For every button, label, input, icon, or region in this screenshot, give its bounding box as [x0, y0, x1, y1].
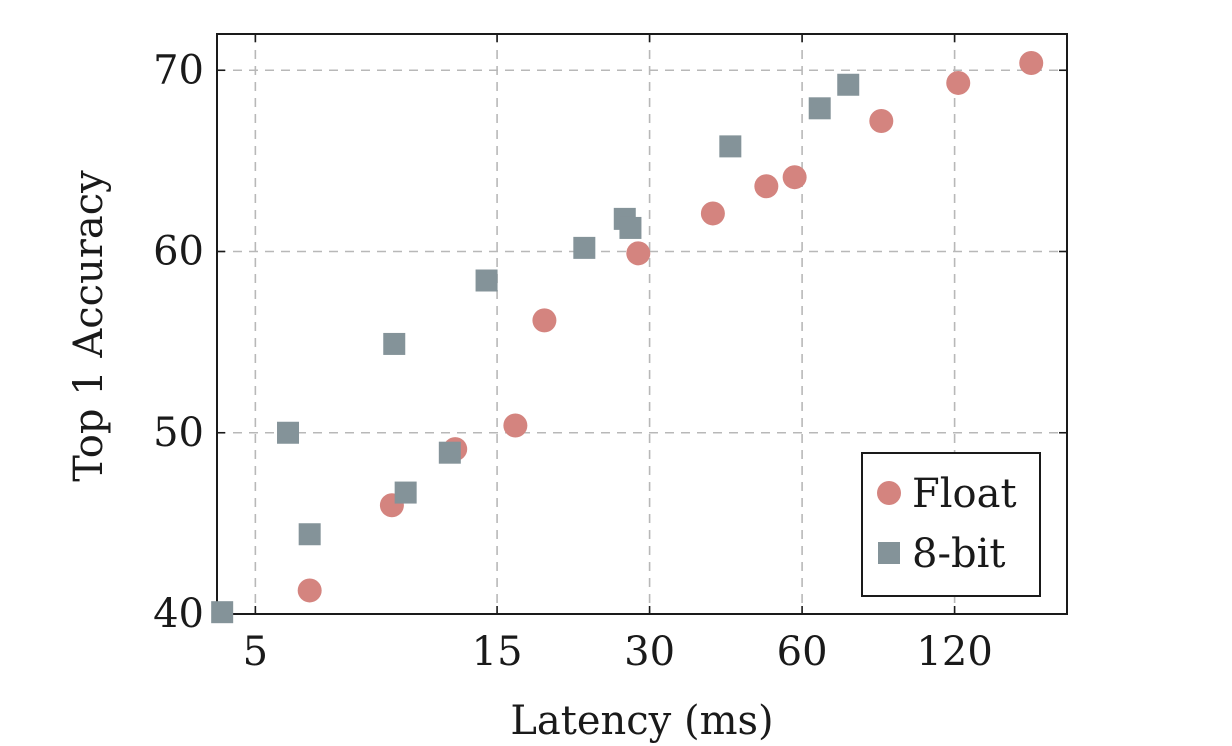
x-tick-label: 30 — [624, 629, 675, 675]
eight-bit-point — [383, 332, 406, 355]
eight-bit-point — [719, 135, 742, 158]
eight-bit-point — [394, 481, 417, 504]
x-tick-label: 15 — [472, 629, 523, 675]
plot-frame — [216, 33, 1068, 615]
float-point — [503, 413, 528, 438]
legend-label: Float — [912, 471, 1017, 517]
x-tick-label: 60 — [777, 629, 828, 675]
y-tick-label: 60 — [153, 229, 204, 275]
eight-bit-point — [211, 601, 234, 624]
data-points — [211, 51, 1044, 624]
eight-bit-point — [573, 236, 596, 259]
float-point — [532, 308, 557, 333]
float-point — [754, 174, 779, 199]
float-point — [946, 70, 971, 95]
eight-bit-point — [298, 523, 321, 546]
x-axis-title: Latency (ms) — [510, 698, 773, 744]
y-tick-label: 70 — [153, 47, 204, 93]
float-point — [700, 201, 725, 226]
x-tick-label: 120 — [916, 629, 992, 675]
y-axis-title: Top 1 Accuracy — [66, 170, 112, 482]
y-tick-labels: 40 50 60 70 — [153, 47, 204, 637]
y-tick-label: 50 — [153, 410, 204, 456]
float-point — [869, 109, 894, 133]
legend-8bit-marker — [878, 542, 900, 564]
float-point — [297, 578, 322, 603]
eight-bit-point — [277, 421, 300, 444]
eight-bit-point — [808, 97, 831, 120]
tick-marks — [217, 34, 1067, 615]
eight-bit-point — [837, 73, 860, 96]
x-tick-labels: 5 15 30 60 120 — [243, 629, 993, 675]
legend: Float 8-bit — [861, 452, 1041, 597]
float-point — [626, 241, 651, 266]
legend-label: 8-bit — [912, 531, 1005, 577]
eight-bit-point — [619, 216, 642, 239]
x-tick-label: 5 — [243, 629, 268, 675]
eight-bit-point — [438, 441, 461, 464]
y-tick-label: 40 — [153, 591, 204, 637]
float-point — [1019, 51, 1044, 75]
legend-box — [861, 452, 1041, 597]
legend-float-marker — [877, 481, 901, 505]
float-point — [782, 165, 807, 190]
eight-bit-point — [475, 269, 498, 292]
